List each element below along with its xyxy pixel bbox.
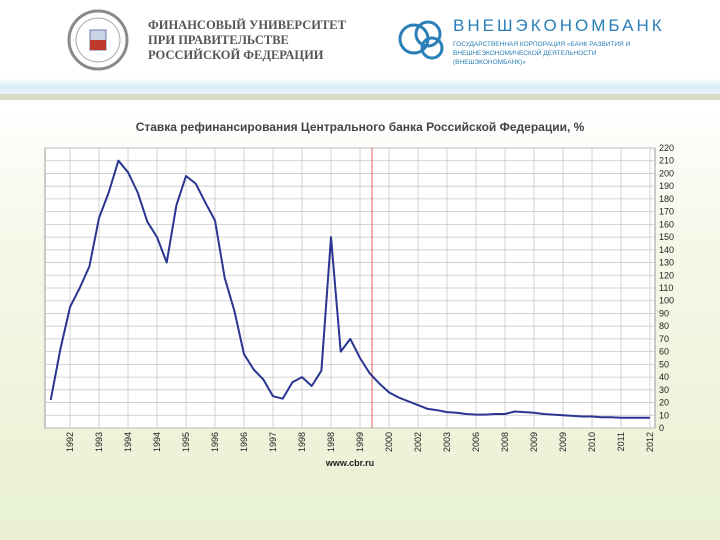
y-tick-label: 110: [659, 283, 673, 293]
chart-title: Ставка рефинансирования Центрального бан…: [136, 120, 585, 134]
fu-logo: [67, 9, 129, 71]
y-tick-label: 220: [659, 143, 674, 153]
y-tick-label: 120: [659, 270, 674, 280]
header-band: [0, 78, 720, 94]
y-tick-label: 90: [659, 308, 669, 318]
header-stripe: [0, 94, 720, 100]
rate-line: [49, 159, 650, 419]
x-tick-label: 1993: [94, 432, 104, 452]
x-tick-label: 1999: [355, 432, 365, 452]
x-tick-label: 1998: [326, 432, 336, 452]
x-tick-label: 1996: [239, 432, 249, 452]
y-tick-label: 20: [659, 398, 669, 408]
y-tick-label: 50: [659, 359, 669, 369]
x-tick-label: 2012: [645, 432, 655, 452]
x-tick-label: 1996: [210, 432, 220, 452]
x-tick-label: 2009: [558, 432, 568, 452]
y-tick-label: 200: [659, 168, 674, 178]
y-tick-label: 60: [659, 347, 669, 357]
x-tick-label: 1995: [181, 432, 191, 452]
fu-name: ФИНАНСОВЫЙ УНИВЕРСИТЕТ ПРИ ПРАВИТЕЛЬСТВЕ…: [148, 18, 346, 63]
fu-line: РОССИЙСКОЙ ФЕДЕРАЦИИ: [148, 48, 324, 62]
x-tick-label: 2011: [616, 432, 626, 451]
veb-subtitle: ГОСУДАРСТВЕННАЯ КОРПОРАЦИЯ «БАНК РАЗВИТИ…: [453, 41, 631, 66]
x-tick-label: 2003: [442, 432, 452, 452]
x-tick-label: 2002: [413, 432, 423, 452]
y-tick-label: 130: [659, 258, 674, 268]
x-tick-label: 1998: [297, 432, 307, 452]
y-tick-label: 210: [659, 156, 674, 166]
y-tick-label: 190: [659, 181, 674, 191]
x-tick-label: 2010: [587, 432, 597, 452]
x-tick-label: 1992: [65, 432, 75, 452]
source: www.cbr.ru: [325, 458, 374, 468]
x-tick-label: 2000: [384, 432, 394, 452]
y-tick-label: 160: [659, 219, 674, 229]
y-tick-label: 0: [659, 423, 664, 433]
y-tick-label: 150: [659, 232, 674, 242]
veb-name: ВНЕШЭКОНОМБАНК: [453, 16, 665, 35]
y-tick-label: 140: [659, 245, 674, 255]
x-tick-label: 1997: [268, 432, 278, 452]
y-tick-label: 80: [659, 321, 669, 331]
fu-line: ФИНАНСОВЫЙ УНИВЕРСИТЕТ: [148, 18, 346, 32]
veb-logo: [398, 20, 444, 60]
y-tick-label: 40: [659, 372, 669, 382]
y-tick-label: 30: [659, 385, 669, 395]
x-tick-label: 1994: [152, 432, 162, 452]
fu-line: ПРИ ПРАВИТЕЛЬСТВЕ: [148, 33, 289, 47]
y-tick-label: 180: [659, 194, 674, 204]
x-tick-label: 2006: [471, 432, 481, 452]
x-tick-label: 2008: [500, 432, 510, 452]
x-tick-label: 2009: [529, 432, 539, 452]
y-tick-label: 70: [659, 334, 669, 344]
y-tick-label: 170: [659, 207, 674, 217]
y-tick-label: 100: [659, 296, 674, 306]
y-tick-label: 10: [659, 410, 669, 420]
x-tick-label: 1994: [123, 432, 133, 452]
